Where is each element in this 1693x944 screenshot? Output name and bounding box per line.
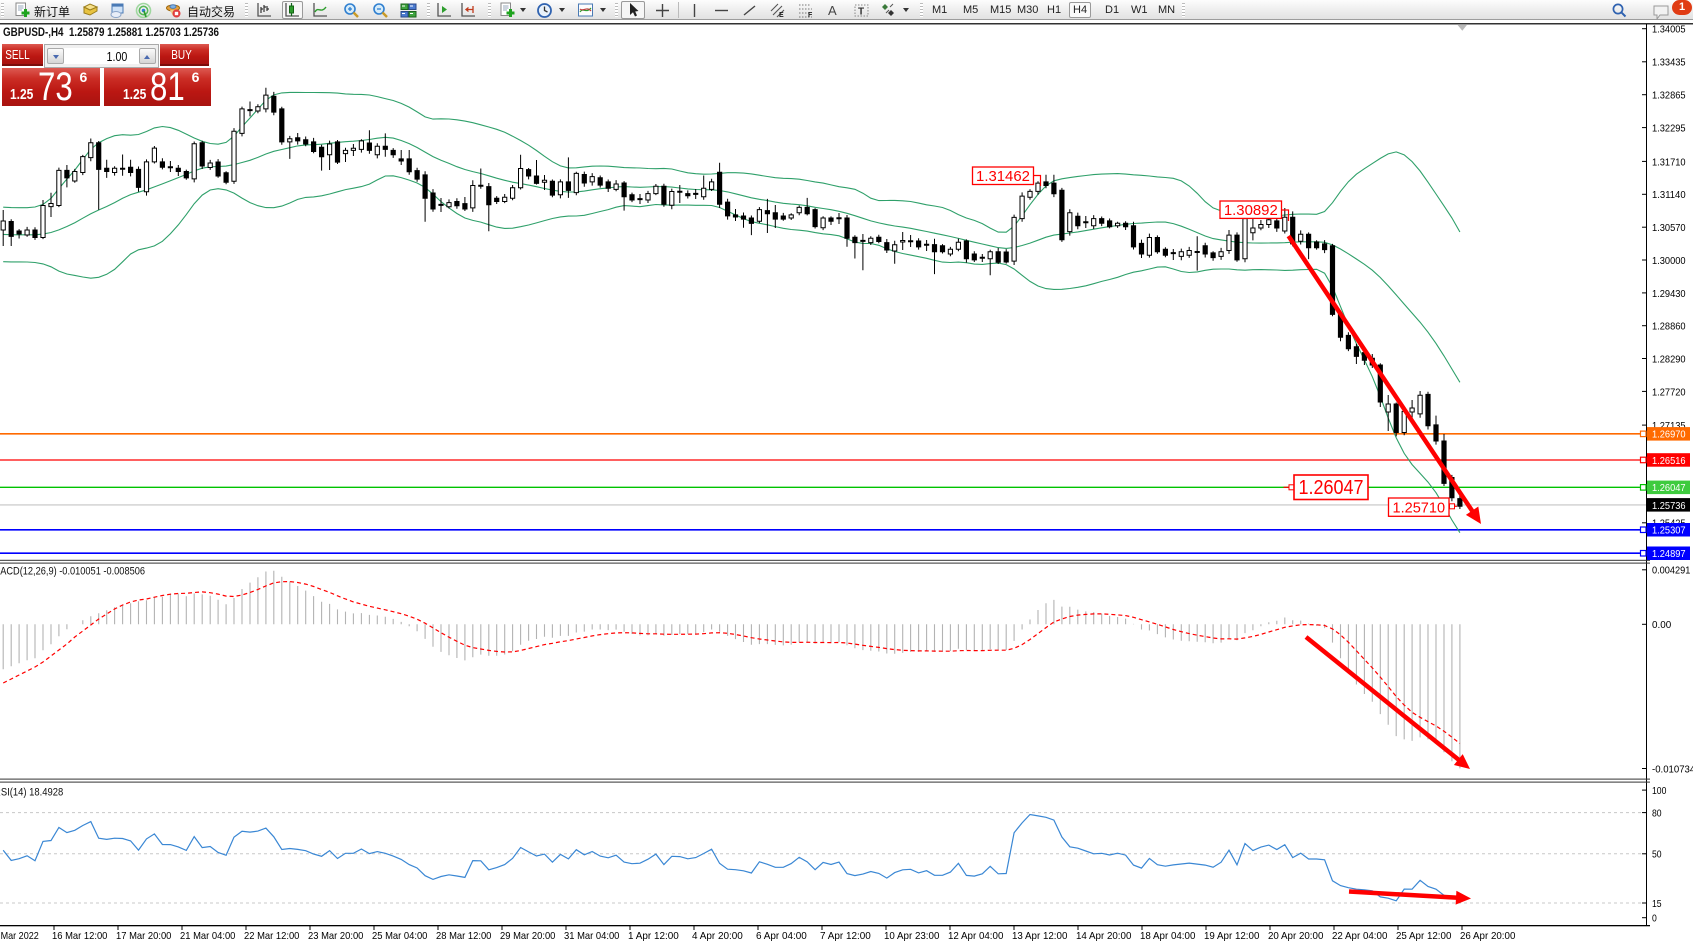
svg-text:10 Apr 23:00: 10 Apr 23:00 [884, 930, 940, 942]
svg-text:19 Apr 12:00: 19 Apr 12:00 [1204, 930, 1260, 942]
svg-text:16 Mar 12:00: 16 Mar 12:00 [52, 930, 108, 942]
svg-text:23 Mar 20:00: 23 Mar 20:00 [308, 930, 364, 942]
svg-text:1 Apr 12:00: 1 Apr 12:00 [628, 930, 679, 942]
svg-text:1.25307: 1.25307 [1652, 525, 1686, 537]
svg-text:1.26047: 1.26047 [1298, 477, 1363, 499]
svg-text:1.28860: 1.28860 [1652, 321, 1686, 333]
svg-text:15: 15 [1652, 898, 1662, 910]
svg-text:12 Apr 04:00: 12 Apr 04:00 [948, 930, 1004, 942]
svg-text:25 Mar 04:00: 25 Mar 04:00 [372, 930, 428, 942]
svg-text:1.28290: 1.28290 [1652, 353, 1686, 365]
svg-text:-0.010734: -0.010734 [1652, 763, 1693, 775]
svg-text:20 Apr 20:00: 20 Apr 20:00 [1268, 930, 1324, 942]
svg-text:MACD(12,26,9) -0.010051 -0.008: MACD(12,26,9) -0.010051 -0.008506 [0, 566, 145, 578]
svg-text:50: 50 [1652, 849, 1662, 861]
svg-text:0.004291: 0.004291 [1652, 565, 1691, 577]
svg-text:14 Apr 20:00: 14 Apr 20:00 [1076, 930, 1132, 942]
svg-text:1.32865: 1.32865 [1652, 90, 1686, 102]
svg-text:E: E [779, 12, 784, 19]
svg-text:4 Apr 20:00: 4 Apr 20:00 [692, 930, 743, 942]
svg-text:29 Mar 20:00: 29 Mar 20:00 [500, 930, 556, 942]
svg-text:18 Apr 04:00: 18 Apr 04:00 [1140, 930, 1196, 942]
svg-text:1.30892: 1.30892 [1224, 202, 1278, 219]
svg-text:7 Apr 12:00: 7 Apr 12:00 [820, 930, 871, 942]
svg-text:1.34005: 1.34005 [1652, 24, 1686, 36]
svg-text:13 Apr 12:00: 13 Apr 12:00 [1012, 930, 1068, 942]
svg-text:1.33435: 1.33435 [1652, 57, 1686, 69]
svg-text:RSI(14) 18.4928: RSI(14) 18.4928 [0, 787, 63, 799]
svg-text:100: 100 [1652, 785, 1667, 797]
svg-text:1.25736: 1.25736 [1652, 500, 1686, 512]
svg-text:1.30570: 1.30570 [1652, 222, 1686, 234]
svg-text:15 Mar 2022: 15 Mar 2022 [0, 930, 39, 942]
svg-text:31 Mar 04:00: 31 Mar 04:00 [564, 930, 620, 942]
svg-text:22 Apr 04:00: 22 Apr 04:00 [1332, 930, 1388, 942]
svg-text:F: F [808, 12, 813, 19]
svg-text:1.26970: 1.26970 [1652, 429, 1686, 441]
svg-text:0.00: 0.00 [1652, 619, 1671, 631]
svg-text:1.24897: 1.24897 [1652, 548, 1686, 560]
svg-text:25 Apr 12:00: 25 Apr 12:00 [1396, 930, 1452, 942]
svg-text:80: 80 [1652, 808, 1662, 820]
svg-text:26 Apr 20:00: 26 Apr 20:00 [1460, 930, 1516, 942]
svg-text:1.30000: 1.30000 [1652, 255, 1686, 267]
svg-text:1.31462: 1.31462 [976, 168, 1030, 185]
svg-text:1.25710: 1.25710 [1393, 499, 1446, 516]
svg-text:GBPUSD-,H4 1.25879 1.25881 1.: GBPUSD-,H4 1.25879 1.25881 1.25703 1.257… [3, 25, 219, 39]
svg-text:1.27720: 1.27720 [1652, 386, 1686, 398]
svg-text:1.32295: 1.32295 [1652, 123, 1686, 135]
svg-text:0: 0 [1652, 913, 1657, 925]
svg-text:6 Apr 04:00: 6 Apr 04:00 [756, 930, 807, 942]
svg-text:21 Mar 04:00: 21 Mar 04:00 [180, 930, 236, 942]
svg-text:17 Mar 20:00: 17 Mar 20:00 [116, 930, 172, 942]
svg-text:1.31710: 1.31710 [1652, 156, 1686, 168]
svg-text:1.26047: 1.26047 [1652, 482, 1686, 494]
svg-text:T: T [858, 7, 864, 18]
svg-text:1.29430: 1.29430 [1652, 288, 1686, 300]
svg-text:1.26516: 1.26516 [1652, 455, 1686, 467]
svg-text:28 Mar 12:00: 28 Mar 12:00 [436, 930, 492, 942]
svg-text:1.31140: 1.31140 [1652, 189, 1686, 201]
svg-text:22 Mar 12:00: 22 Mar 12:00 [244, 930, 300, 942]
